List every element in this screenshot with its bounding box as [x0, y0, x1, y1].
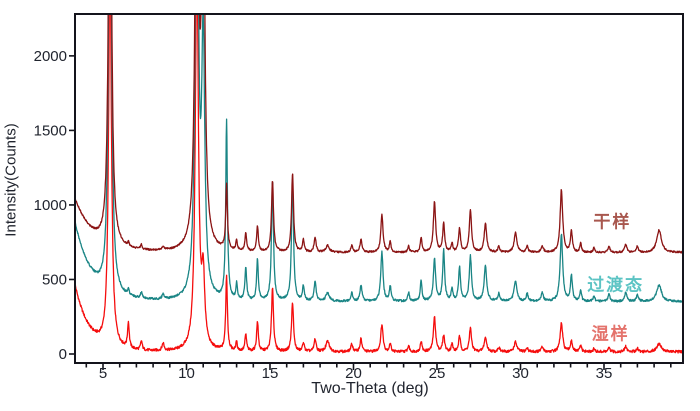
traces	[75, 14, 683, 354]
x-tick-label: 15	[262, 365, 279, 382]
series-label-dry-sample: 干样	[593, 212, 632, 232]
series-label-wet-sample: 湿样	[591, 324, 630, 344]
y-axis-title: Intensity(Counts)	[2, 123, 20, 237]
axis-frame	[74, 13, 684, 364]
x-axis-title: Two-Theta (deg)	[311, 380, 429, 397]
trace-wet	[75, 14, 683, 354]
series-label-transition-state: 过渡态	[587, 275, 645, 295]
x-tick-label: 30	[512, 365, 529, 382]
x-tick-label: 5	[99, 365, 107, 382]
y-tick-label: 1500	[34, 122, 67, 139]
tick-labels: 5 10 15 20 25 30 35 0 500 1000 1500 2000	[34, 48, 613, 382]
x-tick-label: 20	[345, 365, 362, 382]
trace-dry	[75, 14, 683, 254]
x-tick-label: 35	[596, 365, 613, 382]
axis-ticks	[69, 55, 672, 370]
x-tick-label: 10	[178, 365, 195, 382]
y-tick-label: 500	[42, 271, 67, 288]
y-tick-label: 1000	[34, 197, 67, 214]
x-tick-label: 25	[429, 365, 446, 382]
y-tick-label: 0	[59, 346, 67, 363]
y-tick-label: 2000	[34, 48, 67, 65]
trace-transition	[75, 14, 683, 303]
